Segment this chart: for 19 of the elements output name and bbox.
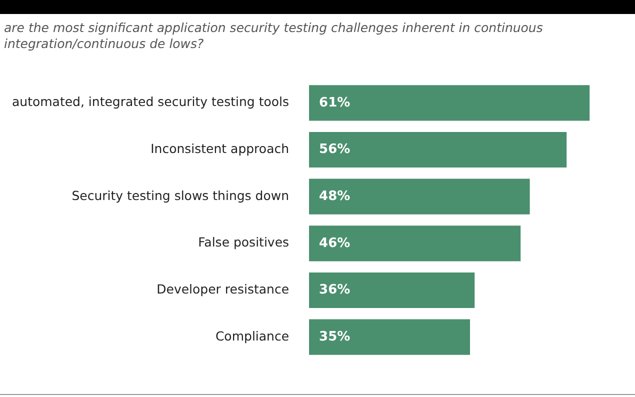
y-tick-label: Security testing slows things down <box>72 188 290 203</box>
y-tick-label: Compliance <box>215 328 290 344</box>
data-label: 36% <box>319 282 350 298</box>
bar <box>309 132 567 168</box>
bar <box>309 226 521 262</box>
data-label: 56% <box>319 142 350 158</box>
chart-title: are the most significant application security testing challenges inherent in continuous integration/continuous de lows? <box>3 19 544 53</box>
bar <box>309 178 530 214</box>
data-label: 46% <box>319 236 350 251</box>
data-label: 61% <box>319 95 350 110</box>
bar <box>309 85 590 121</box>
bar <box>309 272 475 308</box>
data-label: 48% <box>319 188 350 204</box>
y-tick-label: Inconsistent approach <box>150 141 290 156</box>
y-tick-label: False positives <box>198 234 290 250</box>
y-tick-label: automated, integrated security testing tools <box>12 94 290 110</box>
y-tick-label: Developer resistance <box>156 282 290 296</box>
data-label: 35% <box>319 329 350 344</box>
bar <box>309 319 470 355</box>
